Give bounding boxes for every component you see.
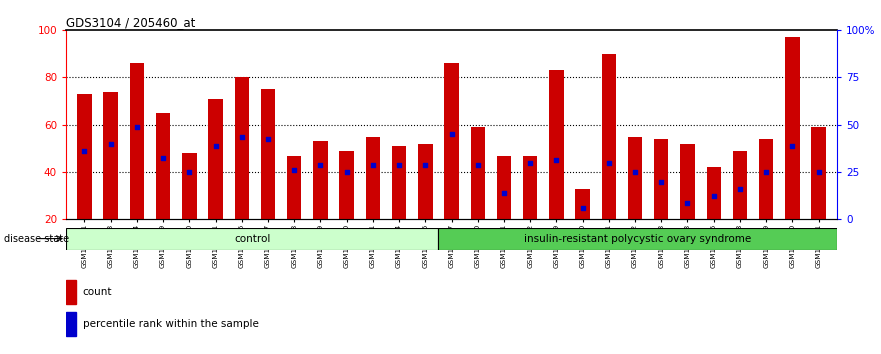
Bar: [759, 139, 774, 219]
Point: [130, 124, 144, 130]
Bar: [654, 139, 669, 219]
Point: [602, 160, 616, 165]
Bar: [234, 78, 249, 219]
Bar: [707, 167, 721, 219]
Bar: [438, 228, 837, 250]
Bar: [444, 63, 459, 219]
Point: [104, 141, 118, 147]
Bar: [208, 99, 223, 219]
Point: [523, 160, 537, 165]
Bar: [733, 151, 747, 219]
Point: [785, 143, 799, 149]
Bar: [497, 155, 511, 219]
Text: control: control: [234, 234, 270, 244]
Bar: [418, 144, 433, 219]
Bar: [680, 144, 695, 219]
Bar: [549, 70, 564, 219]
Bar: [785, 37, 800, 219]
Point: [550, 158, 564, 163]
Point: [287, 167, 301, 173]
Bar: [130, 63, 144, 219]
Bar: [182, 153, 196, 219]
Text: insulin-resistant polycystic ovary syndrome: insulin-resistant polycystic ovary syndr…: [524, 234, 751, 244]
Point: [680, 200, 694, 206]
Point: [182, 169, 196, 175]
Point: [392, 162, 406, 168]
Point: [418, 162, 433, 168]
Point: [470, 162, 485, 168]
Bar: [314, 141, 328, 219]
Bar: [602, 54, 616, 219]
Point: [234, 134, 248, 139]
Point: [628, 169, 642, 175]
Point: [78, 148, 92, 154]
Point: [209, 143, 223, 149]
Point: [444, 131, 458, 137]
Point: [811, 169, 825, 175]
Bar: [66, 228, 438, 250]
Bar: [78, 94, 92, 219]
Bar: [470, 127, 485, 219]
Bar: [523, 155, 537, 219]
Bar: [261, 89, 275, 219]
Bar: [103, 92, 118, 219]
Point: [156, 155, 170, 161]
Point: [575, 205, 589, 211]
Bar: [392, 146, 406, 219]
Bar: [156, 113, 170, 219]
Bar: [66, 280, 76, 304]
Point: [759, 169, 774, 175]
Bar: [66, 312, 76, 336]
Bar: [628, 137, 642, 219]
Text: disease state: disease state: [4, 234, 70, 244]
Point: [366, 162, 380, 168]
Point: [497, 190, 511, 196]
Bar: [366, 137, 380, 219]
Text: count: count: [83, 287, 112, 297]
Point: [707, 193, 721, 199]
Text: percentile rank within the sample: percentile rank within the sample: [83, 319, 258, 329]
Point: [733, 186, 747, 192]
Bar: [811, 127, 825, 219]
Point: [655, 179, 669, 184]
Point: [339, 169, 353, 175]
Bar: [575, 189, 589, 219]
Bar: [287, 155, 301, 219]
Text: GDS3104 / 205460_at: GDS3104 / 205460_at: [66, 16, 196, 29]
Point: [314, 162, 328, 168]
Bar: [339, 151, 354, 219]
Point: [261, 136, 275, 142]
